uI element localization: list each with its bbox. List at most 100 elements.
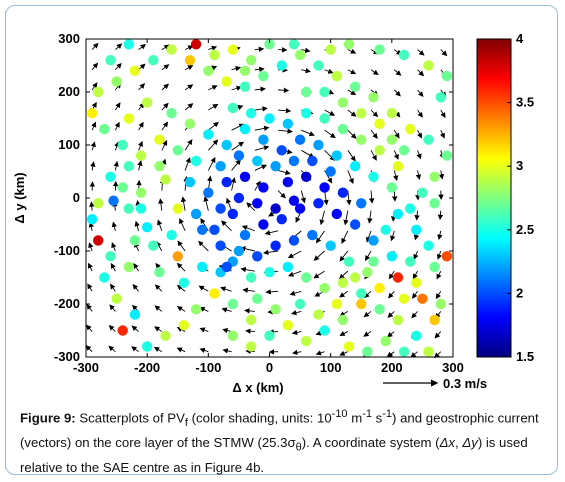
x-tick-label: -300 (73, 360, 99, 375)
data-point (215, 203, 226, 214)
vector-arrow (154, 326, 163, 332)
data-point (184, 118, 196, 129)
data-point (203, 187, 214, 198)
vector-arrow (347, 109, 357, 117)
data-point (368, 235, 379, 246)
data-point (337, 123, 349, 135)
vector-arrow (411, 311, 418, 319)
data-point (313, 309, 324, 320)
data-point (209, 288, 220, 299)
data-point (343, 256, 355, 267)
data-point (398, 346, 410, 357)
vector-arrow (154, 284, 163, 292)
data-point (190, 155, 202, 167)
data-point (245, 314, 257, 326)
data-point (135, 150, 147, 161)
data-point (123, 161, 135, 172)
vector-arrow (287, 250, 302, 258)
data-point (319, 182, 330, 193)
vector-arrow (313, 250, 325, 261)
data-point (154, 161, 165, 172)
data-point (93, 86, 104, 98)
data-point (362, 346, 373, 357)
vector-arrow (288, 270, 302, 277)
data-point (99, 123, 110, 135)
caption-text: s (372, 410, 383, 426)
y-axis: 300 200 100 0 -100 -200 -300 (54, 31, 453, 364)
vector-arrow (207, 156, 216, 171)
vector-arrow (208, 121, 219, 131)
colorbar-tick-label: 2 (516, 285, 523, 300)
data-point (215, 240, 226, 251)
vector-arrow (341, 230, 349, 244)
data-point (245, 341, 257, 352)
vector-arrow (184, 157, 191, 171)
vector-arrow (153, 346, 163, 353)
data-point (270, 203, 281, 214)
data-point (252, 293, 263, 304)
caption-var: Δy (462, 435, 478, 451)
caption-label: Figure 9: (20, 410, 76, 426)
vector-arrow (393, 89, 401, 97)
data-point (190, 304, 202, 315)
vector-arrow (278, 87, 290, 93)
data-point (411, 277, 422, 288)
data-point (301, 272, 312, 283)
vector-arrow (387, 331, 395, 338)
vector-arrow (115, 43, 123, 50)
vector-arrow (221, 307, 232, 313)
data-point (356, 288, 367, 299)
data-point (123, 39, 135, 50)
vector-arrow (91, 62, 99, 71)
x-tick-label: 100 (320, 360, 342, 375)
caption-text: m (347, 410, 363, 426)
data-point (313, 139, 324, 151)
vector-arrow (347, 150, 356, 162)
data-point (282, 320, 294, 331)
vector-arrow (347, 129, 357, 139)
data-point (368, 92, 379, 103)
vector-arrow (289, 290, 302, 296)
vector-arrow (391, 190, 398, 202)
x-axis-label: Δ x (km) (232, 380, 283, 395)
vector-arrow (111, 221, 117, 231)
caption-text: ). A coordinate system ( (301, 435, 440, 451)
vector-arrow (347, 89, 357, 96)
data-point (160, 330, 171, 341)
vector-arrow (415, 170, 422, 181)
data-point (209, 224, 220, 235)
vector-arrow (347, 170, 354, 184)
vector-arrow (115, 63, 122, 71)
vector-arrow (254, 86, 266, 92)
data-point (404, 123, 416, 135)
data-point (111, 293, 122, 304)
data-point (227, 298, 238, 310)
data-point (233, 150, 245, 161)
vector-arrow (176, 284, 186, 292)
data-point (294, 203, 306, 214)
vector-arrow (315, 230, 325, 244)
data-point (117, 139, 128, 151)
vector-arrow (363, 311, 372, 318)
y-tick-label: 100 (58, 137, 80, 152)
vector-arrow (416, 150, 422, 160)
data-point (368, 256, 379, 267)
data-point (227, 44, 238, 55)
data-point (331, 70, 342, 82)
data-point (105, 251, 116, 262)
data-point (398, 145, 410, 156)
data-point (288, 39, 300, 50)
data-point (166, 44, 177, 55)
vector-arrow (88, 262, 93, 272)
y-tick-label: 0 (73, 190, 80, 205)
vector-arrow (86, 303, 93, 312)
data-point (203, 65, 214, 77)
colorbar-tick-label: 3 (516, 158, 523, 173)
data-point (276, 145, 287, 156)
data-point (209, 49, 220, 61)
data-point (117, 182, 128, 193)
scatter-chart: -300 -200 -100 0 100 200 300 300 200 100 0 -100 -20… (12, 31, 534, 395)
data-point (349, 272, 361, 283)
vector-arrow (231, 141, 245, 151)
vector-arrow (180, 196, 187, 211)
